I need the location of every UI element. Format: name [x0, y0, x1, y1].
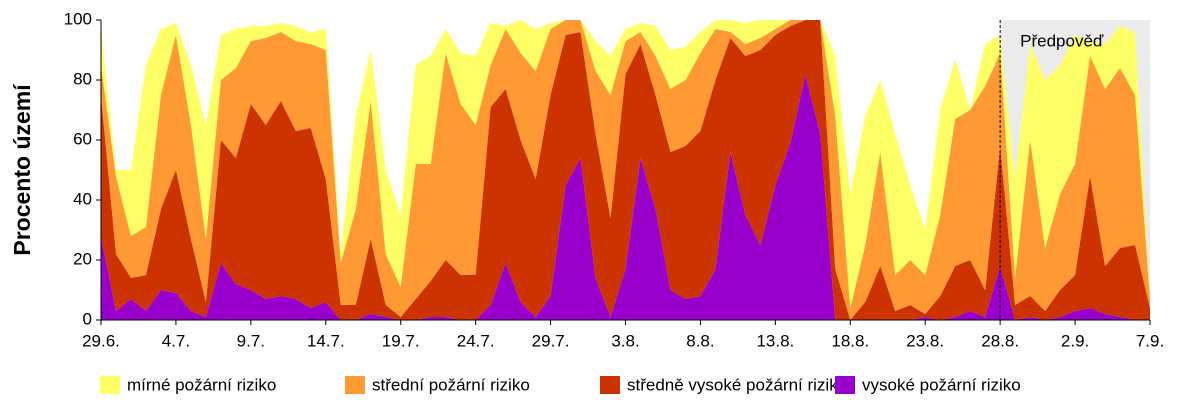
x-tick-label: 8.8.	[686, 331, 714, 350]
legend-swatch	[600, 376, 620, 394]
area	[101, 74, 1150, 320]
y-axis-title: Procento území	[9, 83, 35, 256]
y-tick-label: 80	[73, 69, 92, 88]
legend-label: střední požární riziko	[372, 375, 530, 394]
legend-swatch	[345, 376, 365, 394]
y-tick-label: 100	[64, 9, 92, 28]
x-tick-label: 9.7.	[237, 331, 265, 350]
x-tick-label: 24.7.	[457, 331, 495, 350]
y-tick-label: 40	[73, 189, 92, 208]
x-tick-label: 3.8.	[611, 331, 639, 350]
y-tick-label: 60	[73, 129, 92, 148]
area	[101, 20, 1150, 320]
x-tick-label: 14.7.	[307, 331, 345, 350]
area	[101, 20, 1150, 308]
y-tick-label: 0	[83, 309, 92, 328]
legend-swatch	[835, 376, 855, 394]
x-tick-label: 18.8.	[831, 331, 869, 350]
forecast-label: Předpověď	[1020, 31, 1104, 50]
x-tick-label: 19.7.	[382, 331, 420, 350]
y-tick-label: 20	[73, 249, 92, 268]
legend-swatch	[100, 376, 120, 394]
x-tick-label: 7.9.	[1136, 331, 1164, 350]
x-tick-label: 29.7.	[532, 331, 570, 350]
legend-label: vysoké požární riziko	[862, 375, 1021, 394]
legend-label: mírné požární riziko	[127, 375, 276, 394]
area	[101, 20, 1150, 320]
x-tick-label: 28.8.	[981, 331, 1019, 350]
x-tick-label: 4.7.	[162, 331, 190, 350]
x-tick-label: 29.6.	[82, 331, 120, 350]
x-tick-label: 2.9.	[1061, 331, 1089, 350]
legend-label: středně vysoké požární riziko	[627, 375, 847, 394]
x-tick-label: 23.8.	[906, 331, 944, 350]
x-tick-label: 13.8.	[756, 331, 794, 350]
